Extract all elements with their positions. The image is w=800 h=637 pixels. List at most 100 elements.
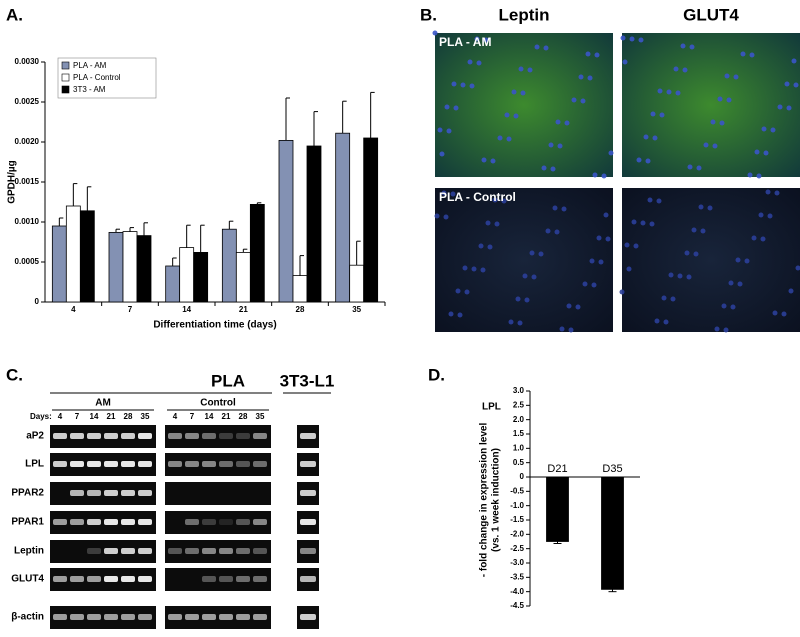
micrograph (622, 33, 800, 177)
nucleus (476, 60, 482, 66)
bar (179, 247, 195, 303)
nucleus (480, 267, 486, 273)
nucleus (654, 318, 660, 324)
category-label: D35 (602, 463, 622, 475)
nucleus (717, 96, 723, 102)
gel-band (138, 548, 152, 554)
gel-band (202, 548, 216, 554)
nucleus (659, 112, 665, 118)
nucleus (786, 105, 792, 111)
y-tick-label: 0.0010 (15, 217, 40, 226)
nucleus (670, 296, 676, 302)
nucleus (432, 30, 438, 36)
nucleus (545, 228, 551, 234)
nucleus (728, 280, 734, 286)
gene-label: PPAR2 (11, 488, 44, 499)
gel-lane (50, 482, 156, 505)
gel-band (87, 576, 101, 582)
days-label: Days: (30, 412, 52, 421)
day-label: 4 (58, 412, 63, 421)
y-tick-label: 3.0 (513, 386, 525, 395)
y-tick-label: -1.5 (510, 515, 524, 524)
row-label: PLA - AM (439, 35, 491, 49)
error-bar (172, 257, 177, 266)
bar (306, 145, 322, 303)
x-tick-label: 14 (182, 305, 191, 314)
bar (165, 265, 181, 303)
nucleus (791, 58, 797, 64)
nucleus (767, 213, 773, 219)
nucleus (571, 97, 577, 103)
micrographs (432, 30, 800, 333)
bar (221, 228, 237, 303)
nucleus (657, 88, 663, 94)
nucleus (566, 303, 572, 309)
gel-lane (50, 540, 156, 563)
panel-label: C. (6, 365, 23, 384)
gel-band (253, 548, 267, 554)
nucleus (650, 111, 656, 117)
nucleus (464, 289, 470, 295)
nucleus (474, 36, 480, 42)
nucleus (626, 266, 632, 272)
bar (349, 264, 365, 303)
gel-band (138, 490, 152, 496)
nucleus (793, 82, 799, 88)
gel-band (104, 548, 118, 554)
gel-band (202, 614, 216, 620)
gel-band (253, 433, 267, 439)
nucleus (622, 59, 628, 65)
nucleus (605, 236, 611, 242)
gene-label: LPL (25, 459, 44, 470)
nucleus (513, 113, 519, 119)
nucleus (719, 120, 725, 126)
nucleus (686, 274, 692, 280)
gel-lane (50, 511, 156, 534)
gel-band (202, 461, 216, 467)
gel-band (121, 576, 135, 582)
nucleus (490, 158, 496, 164)
nucleus (756, 173, 762, 179)
y-tick-label: 2.5 (513, 400, 525, 409)
nucleus (763, 150, 769, 156)
error-bar (186, 224, 191, 248)
nucleus (649, 221, 655, 227)
nucleus (462, 265, 468, 271)
x-tick-label: 4 (71, 305, 76, 314)
nucleus (700, 228, 706, 234)
bar (51, 225, 67, 303)
nucleus (457, 312, 463, 318)
nucleus (460, 82, 466, 88)
gel-band (202, 576, 216, 582)
gel-band (70, 461, 84, 467)
nucleus (517, 320, 523, 326)
nucleus (564, 120, 570, 126)
gel-band (219, 576, 233, 582)
y-tick-label: 0 (520, 472, 525, 481)
nucleus (735, 257, 741, 263)
legend-swatch (61, 73, 70, 82)
nucleus (682, 67, 688, 73)
gel (50, 425, 319, 629)
nucleus (784, 81, 790, 87)
x-tick-label: 21 (239, 305, 248, 314)
gel-band (121, 461, 135, 467)
nucleus (506, 136, 512, 142)
nucleus (591, 282, 597, 288)
nucleus (555, 119, 561, 125)
nucleus (710, 119, 716, 125)
nucleus (601, 173, 607, 179)
nucleus (582, 281, 588, 287)
error-bar (370, 91, 375, 138)
x-tick-label: 28 (296, 305, 305, 314)
bar (363, 137, 379, 303)
micrograph (622, 188, 800, 332)
bar (278, 139, 294, 303)
error-bar (256, 202, 262, 205)
gene-label: PPAR1 (11, 517, 44, 528)
error-bar (129, 227, 134, 232)
nucleus (668, 272, 674, 278)
nucleus (527, 67, 533, 73)
nucleus (508, 319, 514, 325)
nucleus (754, 149, 760, 155)
